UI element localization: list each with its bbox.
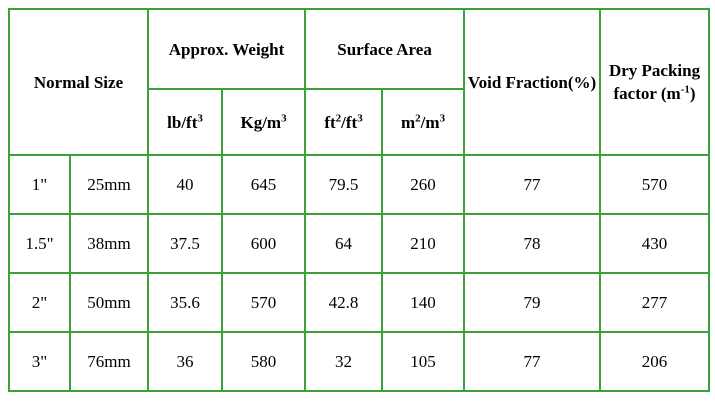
surface-m-cell: 105 (381, 331, 466, 392)
header-void-fraction: Void Fraction(%) (463, 8, 602, 156)
surface-ft-cell: 64 (304, 213, 384, 274)
size-mm-cell: 50mm (68, 272, 150, 333)
weight-lb-cell: 35.6 (147, 272, 224, 333)
weight-kg-cell: 645 (221, 154, 307, 215)
void-fraction-cell: 79 (463, 272, 602, 333)
packing-spec-table: Normal Size Approx. Weight Surface Area … (7, 8, 711, 392)
weight-kg-cell: 600 (221, 213, 307, 274)
void-fraction-cell: 78 (463, 213, 602, 274)
unit-m-exp1: 2 (415, 111, 421, 124)
header-unit-ft: ft2/ft3 (304, 88, 384, 156)
packing-factor-text: Dry Packing factor (m (608, 61, 701, 103)
packing-factor-cell: 277 (599, 272, 711, 333)
header-surface-area: Surface Area (304, 8, 466, 90)
header-unit-lb: lb/ft3 (147, 88, 224, 156)
weight-kg-cell: 570 (221, 272, 307, 333)
void-fraction-cell: 77 (463, 331, 602, 392)
size-mm-cell: 25mm (68, 154, 150, 215)
table-row: 1.5" 38mm 37.5 600 64 210 78 430 (8, 213, 711, 274)
surface-m-cell: 210 (381, 213, 466, 274)
size-inch-cell: 2" (8, 272, 71, 333)
spec-table-container: Normal Size Approx. Weight Surface Area … (7, 8, 711, 392)
unit-m-exp2: 3 (439, 111, 446, 124)
size-inch-cell: 1" (8, 154, 71, 215)
header-unit-m: m2/m3 (381, 88, 466, 156)
unit-m-base: m (401, 112, 416, 132)
packing-factor-close: ) (689, 84, 696, 103)
weight-kg-cell: 580 (221, 331, 307, 392)
unit-kg-text: Kg/m (240, 112, 282, 132)
weight-lb-cell: 40 (147, 154, 224, 215)
size-inch-cell: 1.5" (8, 213, 71, 274)
surface-m-cell: 140 (381, 272, 466, 333)
unit-m-mid: /m (420, 112, 440, 132)
unit-ft-exp1: 2 (335, 111, 342, 124)
surface-ft-cell: 79.5 (304, 154, 384, 215)
table-body: 1" 25mm 40 645 79.5 260 77 570 1.5" 38mm 37.5 600 64… (8, 154, 711, 392)
size-mm-cell: 76mm (68, 331, 150, 392)
table-row: 1" 25mm 40 645 79.5 260 77 570 (8, 154, 711, 215)
void-fraction-cell: 77 (463, 154, 602, 215)
table-row: 2" 50mm 35.6 570 42.8 140 79 277 (8, 272, 711, 333)
packing-factor-cell: 570 (599, 154, 711, 215)
surface-ft-cell: 42.8 (304, 272, 384, 333)
unit-lb-exp: 3 (197, 111, 203, 124)
header-row-2: lb/ft3 Kg/m3 ft2/ft3 m2/m3 (9, 88, 709, 156)
header-unit-kg: Kg/m3 (221, 88, 307, 156)
packing-factor-cell: 206 (599, 331, 711, 392)
header-approx-weight: Approx. Weight (147, 8, 307, 90)
unit-lb-text: lb/ft (167, 112, 198, 132)
unit-ft-mid: /ft (341, 112, 358, 132)
size-mm-cell: 38mm (68, 213, 150, 274)
header-row-1: Normal Size Approx. Weight Surface Area … (7, 8, 711, 156)
weight-lb-cell: 36 (147, 331, 224, 392)
unit-ft-exp2: 3 (357, 111, 363, 124)
surface-m-cell: 260 (381, 154, 466, 215)
table-row: 3" 76mm 36 580 32 105 77 206 (8, 331, 711, 392)
size-inch-cell: 3" (8, 331, 71, 392)
packing-factor-cell: 430 (599, 213, 711, 274)
surface-ft-cell: 32 (304, 331, 384, 392)
packing-factor-exponent: -1 (680, 83, 690, 96)
weight-lb-cell: 37.5 (147, 213, 224, 274)
unit-ft-base: ft (324, 112, 336, 132)
header-packing-factor: Dry Packing factor (m-1) (599, 8, 711, 156)
header-nominal-size: Normal Size (7, 8, 150, 156)
unit-kg-exp: 3 (281, 111, 287, 124)
